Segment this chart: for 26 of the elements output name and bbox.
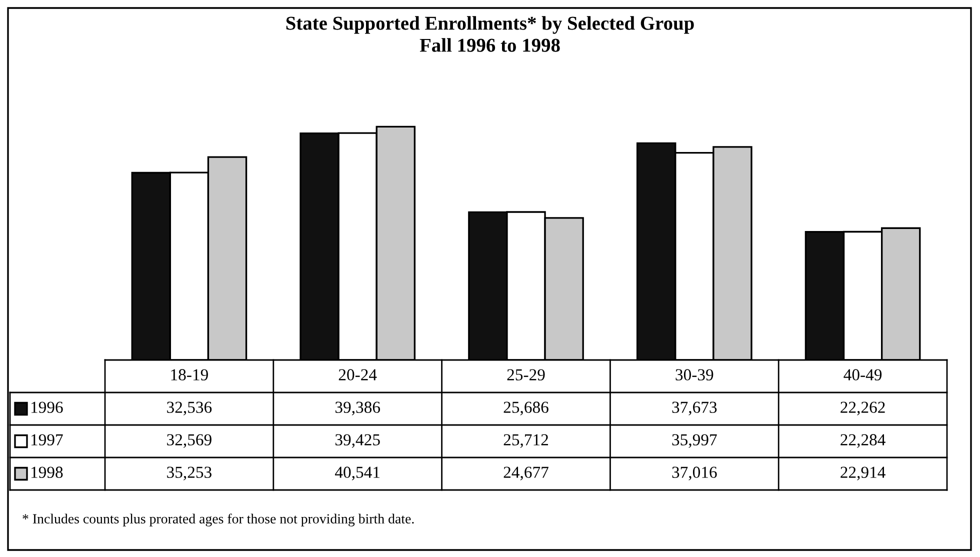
x-tick-label: 40-49 <box>844 369 882 380</box>
x-tick-label: 20-24 <box>338 369 377 380</box>
data-label: 25,712 <box>504 434 548 448</box>
legend-label: 1996 <box>31 402 63 413</box>
data-label: 40,541 <box>335 466 380 480</box>
data-label: 22,284 <box>840 434 886 448</box>
data-label: 37,016 <box>672 466 717 480</box>
data-label: 22,262 <box>840 402 885 416</box>
data-label: 32,569 <box>167 434 212 448</box>
x-tick-label: 18-19 <box>171 369 208 380</box>
data-label: 22,914 <box>840 466 886 480</box>
data-label: 35,253 <box>167 466 212 480</box>
data-label: 24,677 <box>504 466 548 480</box>
data-label: 32,536 <box>167 402 212 416</box>
data-label: 39,425 <box>335 434 380 448</box>
legend-label: 1998 <box>31 466 63 478</box>
data-label: 37,673 <box>672 402 717 416</box>
chart-title: State Supported Enrollments* by Selected Group <box>286 16 694 34</box>
text: * Includes counts plus prorated ages for those not providing birth date. <box>22 514 414 526</box>
data-label: 25,686 <box>504 402 548 416</box>
x-tick-label: 30-39 <box>676 369 714 380</box>
legend-label: 1997 <box>31 434 63 446</box>
chart-subtitle: Fall 1996 to 1998 <box>420 38 560 52</box>
x-tick-label: 25-29 <box>507 369 545 380</box>
data-label: 39,386 <box>335 402 380 416</box>
data-label: 35,997 <box>672 434 717 448</box>
